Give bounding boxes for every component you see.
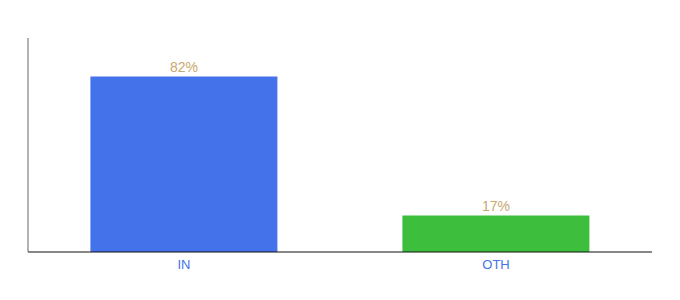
- svg-text:OTH: OTH: [482, 257, 509, 272]
- svg-text:17%: 17%: [482, 198, 510, 214]
- svg-text:IN: IN: [178, 257, 191, 272]
- svg-text:82%: 82%: [170, 59, 198, 75]
